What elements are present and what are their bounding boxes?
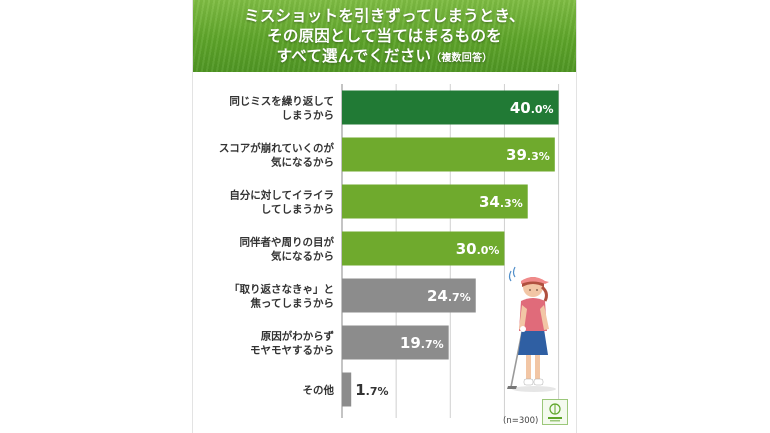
bar-5 — [342, 278, 476, 313]
value-label-3: 34.3% — [479, 193, 523, 211]
bar-6 — [342, 325, 449, 360]
bar-2 — [342, 137, 555, 172]
value-label-7: 1.7% — [355, 381, 388, 399]
value-label-5: 24.7% — [427, 287, 471, 305]
value-label-6: 19.7% — [400, 334, 444, 352]
value-label-1: 40.0% — [510, 99, 554, 117]
category-labels: 同じミスを繰り返してしまうからスコアが崩れていくのが気になるから自分に対してイラ… — [219, 95, 335, 397]
grass-texture — [193, 0, 576, 72]
value-label-2: 39.3% — [506, 146, 550, 164]
category-label-7: その他 — [303, 384, 335, 397]
bar-chart: 40.0% 39.3% 34.3% 30.0% 24.7% 19.7% 1.7% 同じミスを… — [219, 84, 560, 418]
title-note: （複数回答） — [431, 53, 493, 64]
chart-title: ミスショットを引きずってしまうとき、 その原因として当てはまるものを すべて選ん… — [193, 6, 576, 69]
golfer-illustration — [507, 266, 556, 392]
title-line-1: ミスショットを引きずってしまうとき、 — [244, 7, 525, 25]
bar-3 — [342, 184, 528, 219]
category-label-1: 同じミスを繰り返してしまうから — [229, 95, 334, 122]
bar-4 — [342, 231, 505, 266]
title-banner: ミスショットを引きずってしまうとき、 その原因として当てはまるものを すべて選ん… — [193, 0, 576, 72]
bars: 40.0% 39.3% 34.3% 30.0% 24.7% 19.7% 1.7% — [342, 90, 559, 407]
value-label-4: 30.0% — [456, 240, 500, 258]
category-label-2: スコアが崩れていくのが気になるから — [219, 142, 335, 169]
category-label-5: 「取り返さなきゃ」と焦ってしまうから — [229, 283, 334, 310]
title-line-3: すべて選んでください — [276, 47, 432, 65]
bar-1 — [342, 90, 559, 125]
bar-7 — [342, 372, 352, 407]
infographic-card: ミスショットを引きずってしまうとき、 その原因として当てはまるものを すべて選ん… — [193, 0, 576, 433]
category-label-4: 同伴者や周りの目が気になるから — [240, 236, 335, 263]
sample-size: (n=300) — [503, 416, 539, 426]
category-label-3: 自分に対してイライラしてしまうから — [229, 189, 334, 216]
title-line-2: その原因として当てはまるものを — [267, 27, 502, 45]
category-label-6: 原因がわからずモヤモヤするから — [250, 330, 334, 357]
logo-icon — [542, 399, 568, 425]
